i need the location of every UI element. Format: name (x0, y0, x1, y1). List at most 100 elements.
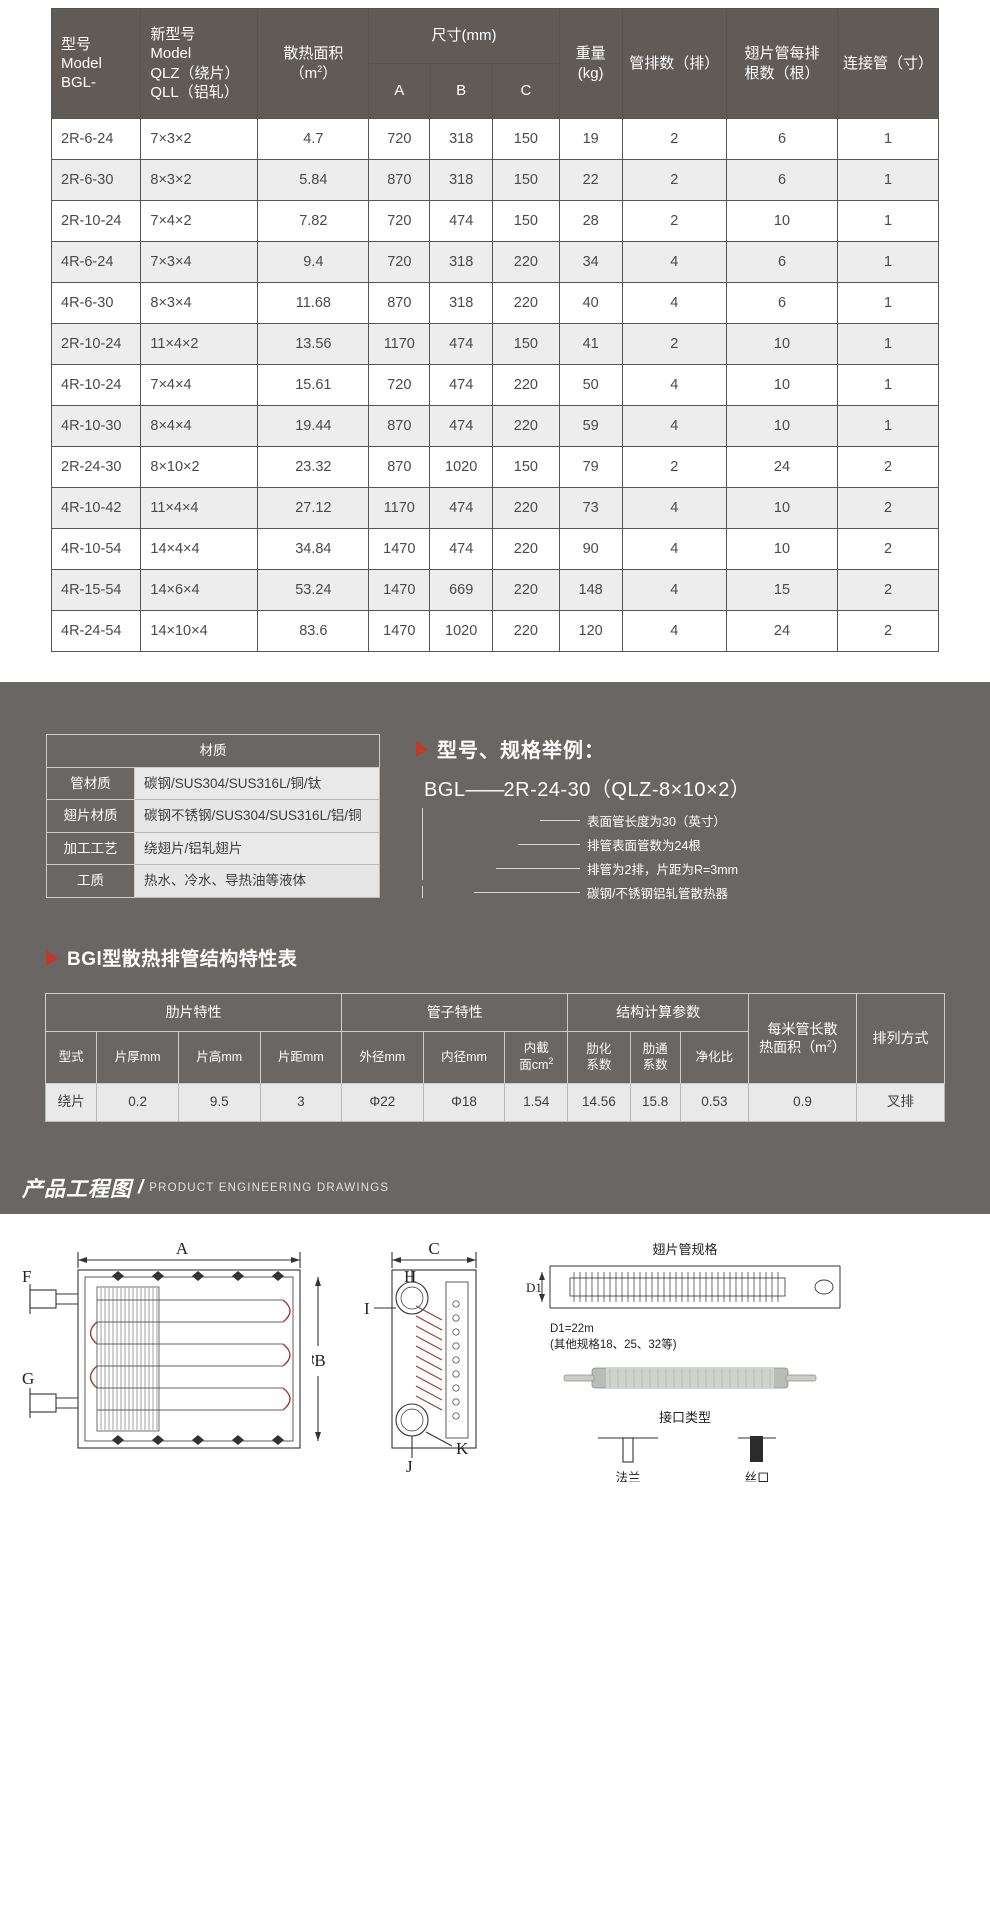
col-c: C (492, 63, 560, 119)
material-key: 工质 (46, 864, 135, 898)
material-value: 碳钢/SUS304/SUS316L/铜/钛 (134, 766, 380, 801)
table-cell: 2 (621, 323, 727, 365)
table-row: 4R-24-54 14×10×4 83.6 1470 1020 220 120 4 24 2 (50, 610, 939, 652)
structure-sub-header: 净化比 (679, 1031, 750, 1084)
structure-sub-header: 片高mm (177, 1031, 261, 1084)
table-cell: 4 (621, 241, 727, 283)
table-cell: 7×4×2 (140, 200, 259, 242)
label-I: I (364, 1299, 370, 1318)
table-cell: 474 (429, 405, 494, 447)
table-cell: 10 (725, 323, 839, 365)
table-cell: 24 (725, 446, 839, 488)
col-a: A (368, 63, 431, 119)
table-cell: 1020 (429, 446, 494, 488)
table-cell: 叉排 (856, 1083, 945, 1122)
main-spec-section: 型号 Model BGL- 新型号 Model QLZ（绕片） QLL（铝轧） 散热面积（… (0, 0, 990, 682)
table-cell: 4 (621, 487, 727, 529)
structure-header-row-1: 肋片特性 管子特性 结构计算参数 每米管长散 热面积（m2） 排列方式 (44, 993, 945, 1084)
table-row: 4R-10-30 8×4×4 19.44 870 474 220 59 4 10 1 (50, 405, 939, 447)
table-row: 4R-10-54 14×4×4 34.84 1470 474 220 90 4 10 2 (50, 528, 939, 570)
table-cell: 9.4 (257, 241, 370, 283)
table-cell: 4 (621, 364, 727, 406)
structure-table-body: 绕片 0.2 9.5 3 Φ22 Φ18 1.54 14.56 15.8 0.53 0.9 叉排 (44, 1083, 945, 1122)
group-calc: 结构计算参数 (567, 993, 749, 1032)
table-cell: 870 (368, 282, 431, 324)
table-cell: 7×3×2 (140, 118, 259, 160)
table-cell: 870 (368, 159, 431, 201)
table-cell: 2 (837, 569, 939, 611)
table-cell: 2 (621, 159, 727, 201)
table-cell: 1 (837, 405, 939, 447)
table-cell: 1.54 (504, 1083, 569, 1122)
drawings-row: A F G B B (0, 1232, 990, 1482)
table-cell: 1470 (368, 610, 431, 652)
side-view-drawing: C H I J K (364, 1239, 477, 1476)
struct-section-heading: BGl型散热排管结构特性表 (67, 949, 298, 970)
table-row: 4R-6-30 8×3×4 11.68 870 318 220 40 4 6 1 (50, 282, 939, 324)
structure-sub-header: 内径mm (422, 1031, 506, 1084)
table-cell: 2 (837, 446, 939, 488)
table-cell: 2 (621, 446, 727, 488)
triangle-bullet-icon (46, 949, 58, 966)
table-cell: 870 (368, 446, 431, 488)
table-cell: 318 (429, 118, 494, 160)
table-cell: 3 (259, 1083, 343, 1122)
table-cell: 4R-24-54 (50, 610, 142, 652)
legend-label-3: 排管为2排，片距为R=3mm (587, 862, 739, 877)
table-cell: 8×4×4 (140, 405, 259, 447)
table-cell: 150 (492, 323, 560, 365)
table-row: 加工工艺 绕翅片/铝轧翅片 (46, 831, 380, 866)
table-cell: 7×4×4 (140, 364, 259, 406)
table-cell: 1470 (368, 569, 431, 611)
structure-sub-header: 内截 面cm2 (504, 1031, 569, 1084)
table-cell: 23.32 (257, 446, 370, 488)
materials-and-example-section: 材质 管材质 碳钢/SUS304/SUS316L/铜/钛 翅片材质 碳钢不锈钢/SUS… (0, 682, 990, 1162)
table-cell: 318 (429, 159, 494, 201)
table-cell: 4R-10-24 (50, 364, 142, 406)
structure-sub-header: 型式 (44, 1031, 98, 1084)
table-cell: 15.8 (629, 1083, 681, 1122)
legend-item: 排管为2排，片距为R=3mm (422, 856, 990, 880)
legend-item: 表面管长度为30（英寸） (422, 808, 990, 832)
table-cell: 2 (837, 487, 939, 529)
spec-header-row-1: 型号 Model BGL- 新型号 Model QLZ（绕片） QLL（铝轧） 散热面积（… (50, 8, 939, 119)
table-cell: 14×4×4 (140, 528, 259, 570)
table-cell: 59 (558, 405, 623, 447)
table-cell: 10 (725, 487, 839, 529)
col-size-group: 尺寸(mm) (368, 8, 560, 64)
table-cell: 4 (621, 610, 727, 652)
table-cell: 474 (429, 364, 494, 406)
table-cell: 2R-24-30 (50, 446, 142, 488)
table-cell: 870 (368, 405, 431, 447)
table-cell: 0.2 (96, 1083, 179, 1122)
table-cell: 2 (837, 528, 939, 570)
drawings-title-slash: / (138, 1177, 144, 1198)
finned-tube-spec-2: (其他规格18、25、32等) (550, 1337, 677, 1351)
table-cell: 24 (725, 610, 839, 652)
table-row: 2R-24-30 8×10×2 23.32 870 1020 150 79 2 24 2 (50, 446, 939, 488)
col-tube-rows: 管排数（排） (621, 8, 727, 119)
table-cell: 220 (492, 241, 560, 283)
table-cell: 220 (492, 405, 560, 447)
table-cell: 15 (725, 569, 839, 611)
thread-icon (738, 1436, 776, 1462)
table-cell: 2R-10-24 (50, 323, 142, 365)
label-A: A (176, 1239, 189, 1258)
table-cell: 11×4×4 (140, 487, 259, 529)
table-cell: 34 (558, 241, 623, 283)
table-cell: 1470 (368, 528, 431, 570)
material-value: 碳钢不锈钢/SUS304/SUS316L/铝/铜 (134, 799, 380, 833)
table-cell: 1 (837, 282, 939, 324)
label-B-text: B (314, 1351, 325, 1370)
structure-sub-header: 肋通 系数 (629, 1031, 681, 1084)
table-cell: 4 (621, 282, 727, 324)
col-arrangement: 排列方式 (856, 993, 945, 1084)
finned-tube-title: 翅片管规格 (652, 1242, 717, 1257)
col-weight: 重量 (kg) (558, 8, 623, 119)
table-cell: 10 (725, 200, 839, 242)
table-cell: 220 (492, 569, 560, 611)
table-cell: 4R-15-54 (50, 569, 142, 611)
table-cell: 150 (492, 446, 560, 488)
group-fin: 肋片特性 (44, 993, 343, 1032)
material-table: 材质 管材质 碳钢/SUS304/SUS316L/铜/钛 翅片材质 碳钢不锈钢/SUS… (46, 734, 380, 898)
